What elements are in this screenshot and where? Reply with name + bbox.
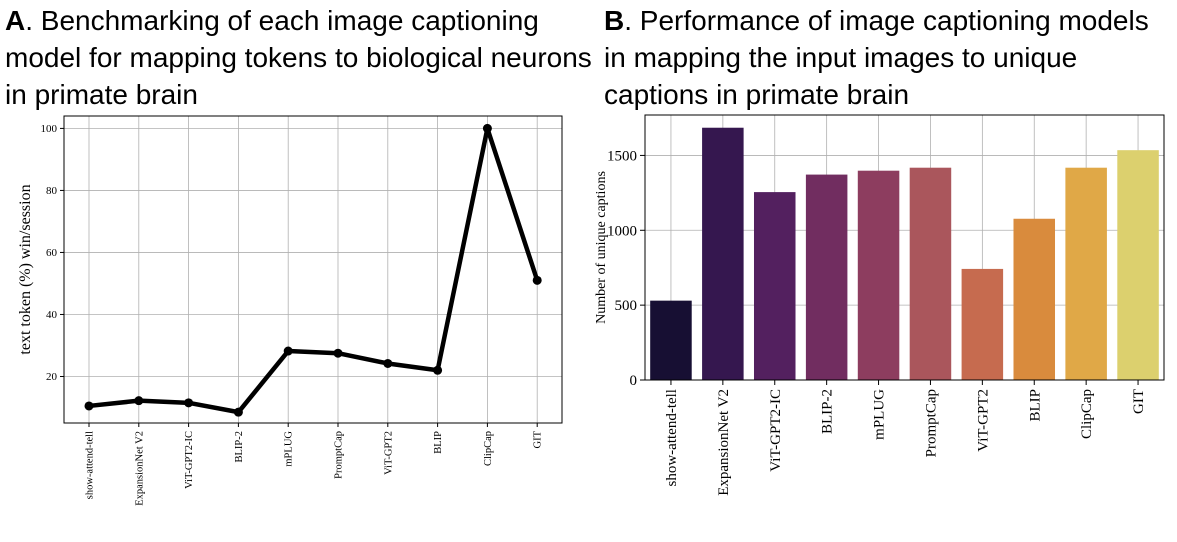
series-line	[86, 126, 540, 415]
bar-vit-gpt2	[961, 268, 1004, 380]
x-tick-label-blip-2: BLIP-2	[820, 389, 836, 434]
x-tick-label-blip: BLIP	[1027, 389, 1043, 422]
x-tick-label-show-attend-tell: show-attend-tell	[664, 389, 680, 486]
y-tick-label: 20	[46, 371, 58, 383]
x-tick-label-vit-gpt2: ViT-GPT2	[383, 431, 394, 475]
bar-blip	[1013, 218, 1056, 380]
x-tick-label-promptcap: PromptCap	[334, 431, 345, 479]
x-tick-label-show-attend-tell: show-attend-tell	[85, 431, 96, 499]
data-point-mplug	[283, 346, 293, 356]
bar-git	[1117, 150, 1159, 380]
y-tick-label: 80	[46, 185, 58, 197]
x-tick-label-vit-gpt2-ic: ViT-GPT2-IC	[184, 431, 195, 489]
data-point-show-attend-tell	[84, 401, 94, 411]
data-point-blip	[433, 365, 443, 375]
data-point-promptcap	[333, 348, 343, 358]
x-tick-label-promptcap: PromptCap	[923, 389, 939, 457]
panel-a-title: A. Benchmarking of each image captioning…	[5, 2, 595, 113]
data-point-expansionnet-v2	[134, 396, 144, 406]
y-tick-label: 1500	[607, 148, 637, 164]
bar-blip-2	[805, 174, 848, 380]
bar-show-attend-tell	[650, 300, 692, 380]
y-tick-label: 60	[46, 247, 58, 259]
panel-b-title: B. Performance of image captioning model…	[604, 2, 1176, 113]
y-axis-label: Number of unique captions	[594, 171, 609, 324]
x-tick-label-git: GIT	[1131, 389, 1147, 414]
y-axis-label: text token (%) win/session	[17, 184, 34, 354]
y-tick-label: 40	[46, 309, 58, 321]
data-point-vit-gpt2-ic	[184, 398, 194, 408]
x-tick-label-clipcap: ClipCap	[483, 431, 494, 466]
data-point-vit-gpt2	[383, 358, 393, 368]
y-tick-label: 100	[41, 123, 58, 135]
y-tick-label: 500	[615, 298, 638, 314]
x-tick-label-expansionnet-v2: ExpansionNet V2	[134, 431, 145, 506]
x-tick-label-git: GIT	[533, 430, 544, 448]
data-point-git	[532, 275, 542, 285]
x-tick-label-vit-gpt2-ic: ViT-GPT2-IC	[768, 389, 784, 472]
bar-clipcap	[1065, 167, 1107, 380]
x-tick-label-blip: BLIP	[433, 431, 444, 454]
data-point-blip-2	[233, 407, 243, 417]
bar-chart: 0 500 1000 1500 show-attend-tell ExpansionNet…	[594, 114, 1165, 496]
bar-expansionnet-v2	[702, 127, 744, 381]
x-tick-label-mplug: mPLUG	[872, 389, 888, 440]
x-tick-label-vit-gpt2: ViT-GPT2	[975, 389, 991, 452]
x-tick-label-clipcap: ClipCap	[1079, 389, 1095, 439]
panel-b-letter: B	[604, 5, 625, 36]
line-chart: 20 40 60 80 100 show-attend-tell ExpansionNet …	[17, 115, 563, 506]
x-tick-label-mplug: mPLUG	[284, 431, 295, 467]
bar-mplug	[857, 170, 900, 380]
y-tick-label: 0	[630, 373, 638, 389]
plot-frame	[644, 114, 1165, 381]
x-tick-label-blip-2: BLIP-2	[234, 431, 245, 463]
x-tick-label-expansionnet-v2: ExpansionNet V2	[716, 389, 732, 496]
y-tick-label: 1000	[607, 223, 637, 239]
bar-vit-gpt2-ic	[753, 192, 796, 380]
panel-a-title-text: . Benchmarking of each image captioning …	[5, 5, 592, 110]
plot-frame	[63, 115, 563, 424]
panel-a-letter: A	[5, 5, 26, 36]
bar-promptcap	[909, 167, 952, 380]
panel-b-title-text: . Performance of image captioning models…	[604, 5, 1149, 110]
data-point-clipcap	[482, 123, 492, 133]
